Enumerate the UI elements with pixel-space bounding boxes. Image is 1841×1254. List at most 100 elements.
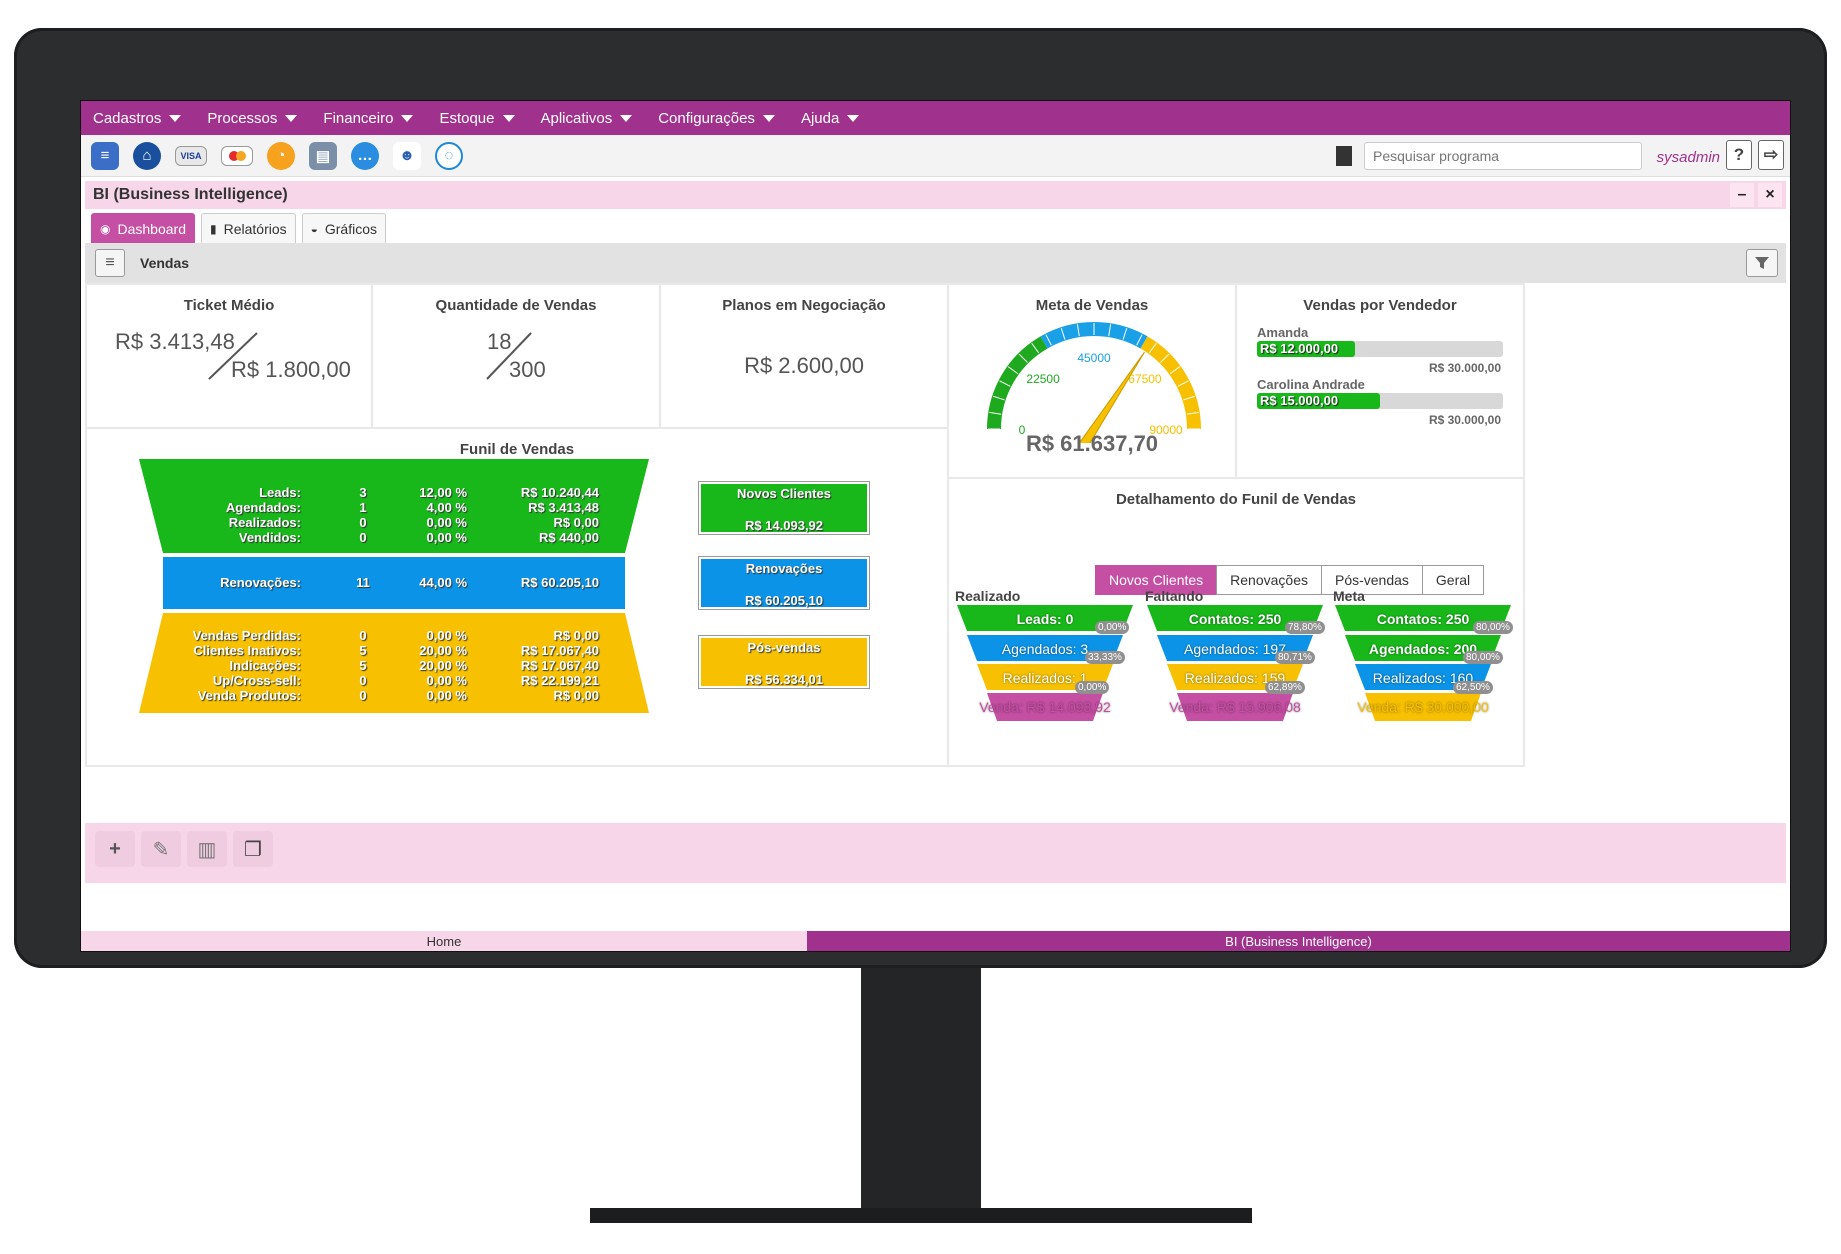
chevron-down-icon (169, 114, 182, 122)
document-icon[interactable]: ≡ (91, 141, 119, 170)
add-button[interactable]: + (95, 831, 135, 867)
search-input[interactable] (1364, 142, 1642, 170)
funnel-top-segment (139, 459, 649, 553)
funnel-cell-label: Renovações: (220, 575, 301, 590)
edit-button[interactable]: ✎ (141, 831, 181, 867)
chevron-down-icon (762, 114, 775, 122)
menu-configuracoes[interactable]: Configurações (658, 110, 775, 127)
funnel-cell-label: Vendidos: (238, 530, 301, 545)
gauge-tick (989, 411, 1002, 415)
funnel-cell-count: 0 (359, 515, 367, 530)
mini-funnel-pct: 33,33% (1085, 651, 1125, 664)
minimize-button[interactable]: – (1730, 183, 1754, 207)
vendedor-bar: R$ 12.000,00 (1257, 341, 1503, 357)
task-home[interactable]: Home (81, 931, 807, 951)
vendedor-bar: R$ 15.000,00 (1257, 393, 1503, 409)
funnel-cell-label: Indicações: (229, 658, 301, 673)
chevron-down-icon (620, 114, 633, 122)
home-icon[interactable]: ⌂ (133, 141, 161, 170)
task-bi[interactable]: BI (Business Intelligence) (807, 931, 1790, 951)
mini-funnel-segment (1157, 635, 1313, 661)
tab-label: Dashboard (117, 220, 186, 237)
menu-cadastros[interactable]: Cadastros (93, 110, 182, 127)
gauge-tick (1045, 334, 1052, 346)
chat-bubble-icon[interactable]: … (351, 141, 379, 170)
funnel-cell-pct: 44,00 % (419, 575, 467, 590)
close-button[interactable]: × (1758, 183, 1782, 207)
funnel-cell-pct: 4,00 % (426, 500, 467, 515)
tab-renovacoes[interactable]: Renovações (1216, 565, 1322, 595)
vendedor-target: R$ 30.000,00 (1428, 361, 1501, 375)
funnel-cell-pct: 20,00 % (419, 643, 467, 658)
tab-geral[interactable]: Geral (1421, 565, 1485, 595)
tab-dashboard[interactable]: ◉ Dashboard (91, 213, 195, 243)
panel-title: Funil de Vendas (459, 441, 575, 458)
gauge-tick (993, 395, 1005, 401)
mini-funnel-segment (1345, 635, 1501, 661)
user-name[interactable]: sysadmin (1656, 149, 1720, 166)
funil-shapes (139, 459, 649, 713)
summary-value: R$ 60.205,10 (744, 593, 824, 608)
funnel-cell-pct: 12,00 % (419, 485, 467, 500)
mini-funnel-pct: 80,71% (1275, 651, 1315, 664)
gauge-tick (1148, 342, 1157, 354)
vendedor-value: R$ 12.000,00 (1260, 341, 1339, 356)
building-icon[interactable] (1336, 146, 1352, 166)
menu-ajuda[interactable]: Ajuda (800, 109, 860, 127)
gauge-tick (999, 380, 1011, 387)
menu-label: Financeiro (323, 109, 394, 127)
tab-graficos[interactable]: ◒ Gráficos (301, 213, 386, 243)
funnel-cell-value: R$ 17.067,40 (520, 658, 599, 673)
tab-label: Relatórios (223, 220, 287, 237)
tab-relatorios[interactable]: ▮ Relatórios (200, 213, 296, 243)
visa-card-icon[interactable]: VISA (175, 145, 207, 166)
funnel-cell-count: 0 (359, 688, 367, 703)
summary-title: Pós-vendas (747, 640, 821, 655)
tab-pos-vendas[interactable]: Pós-vendas (1320, 565, 1423, 595)
search-area (1336, 142, 1642, 170)
funnel-cell-pct: 0,00 % (426, 628, 467, 643)
gauge-tick (1186, 411, 1199, 415)
funnel-summary-box: Pós-vendas R$ 56.334,01 (699, 636, 869, 688)
main-menu: Cadastros Processos Financeiro Estoque A… (81, 101, 1790, 135)
copy-icon: ❐ (244, 838, 262, 861)
mini-funnel-pct: 80,00% (1473, 621, 1513, 634)
filter-button[interactable] (1746, 249, 1778, 277)
planos-panel: Planos em Negociação R$ 2.600,00 (659, 283, 949, 429)
menu-financeiro[interactable]: Financeiro (323, 109, 414, 127)
funnel-cell-count: 0 (359, 530, 367, 545)
monitor-bezel: Cadastros Processos Financeiro Estoque A… (14, 28, 1827, 968)
mastercard-icon[interactable] (221, 145, 253, 166)
printer-icon[interactable]: ▤ (309, 141, 337, 170)
mini-funnel-segment (1365, 693, 1481, 721)
menu-processos[interactable]: Processos (207, 110, 298, 127)
logout-button[interactable]: ⇨ (1758, 140, 1784, 170)
speedometer-icon[interactable]: ◔ (267, 141, 295, 170)
funnel-cell-value: R$ 60.205,10 (520, 575, 599, 590)
planos-value: R$ 2.600,00 (744, 353, 864, 378)
gauge-tick (1122, 328, 1128, 340)
summary-value: R$ 56.334,01 (744, 672, 824, 687)
filter-icon (1755, 257, 1769, 269)
funnel-cell-label: Realizados: (228, 515, 301, 530)
users-icon[interactable]: ☻ (393, 141, 421, 170)
help-button[interactable]: ? (1726, 140, 1752, 170)
mini-funnel-pct: 62,89% (1265, 681, 1305, 694)
menu-estoque[interactable]: Estoque (439, 110, 515, 127)
detalhe-heading: Realizado (955, 588, 1021, 604)
mini-funnel-label: Venda: R$ 14.093,92 (979, 699, 1111, 715)
menu-aplicativos[interactable]: Aplicativos (541, 110, 633, 127)
menu-label: Ajuda (800, 109, 840, 127)
support-chat-icon[interactable]: ◌ (435, 141, 463, 170)
add-icon: + (109, 837, 121, 860)
funnel-cell-pct: 0,00 % (426, 530, 467, 545)
quantidade-bottom: 300 (509, 357, 546, 382)
hamburger-icon: ≡ (105, 254, 115, 271)
funnel-cell-value: R$ 0,00 (553, 688, 599, 703)
funnel-cell-value: R$ 0,00 (553, 515, 599, 530)
tab-novos-clientes[interactable]: Novos Clientes (1095, 565, 1218, 595)
delete-button[interactable]: ▥ (187, 831, 227, 867)
menu-toggle-button[interactable]: ≡ (95, 249, 125, 277)
copy-button[interactable]: ❐ (233, 831, 273, 867)
chevron-down-icon (285, 114, 298, 122)
